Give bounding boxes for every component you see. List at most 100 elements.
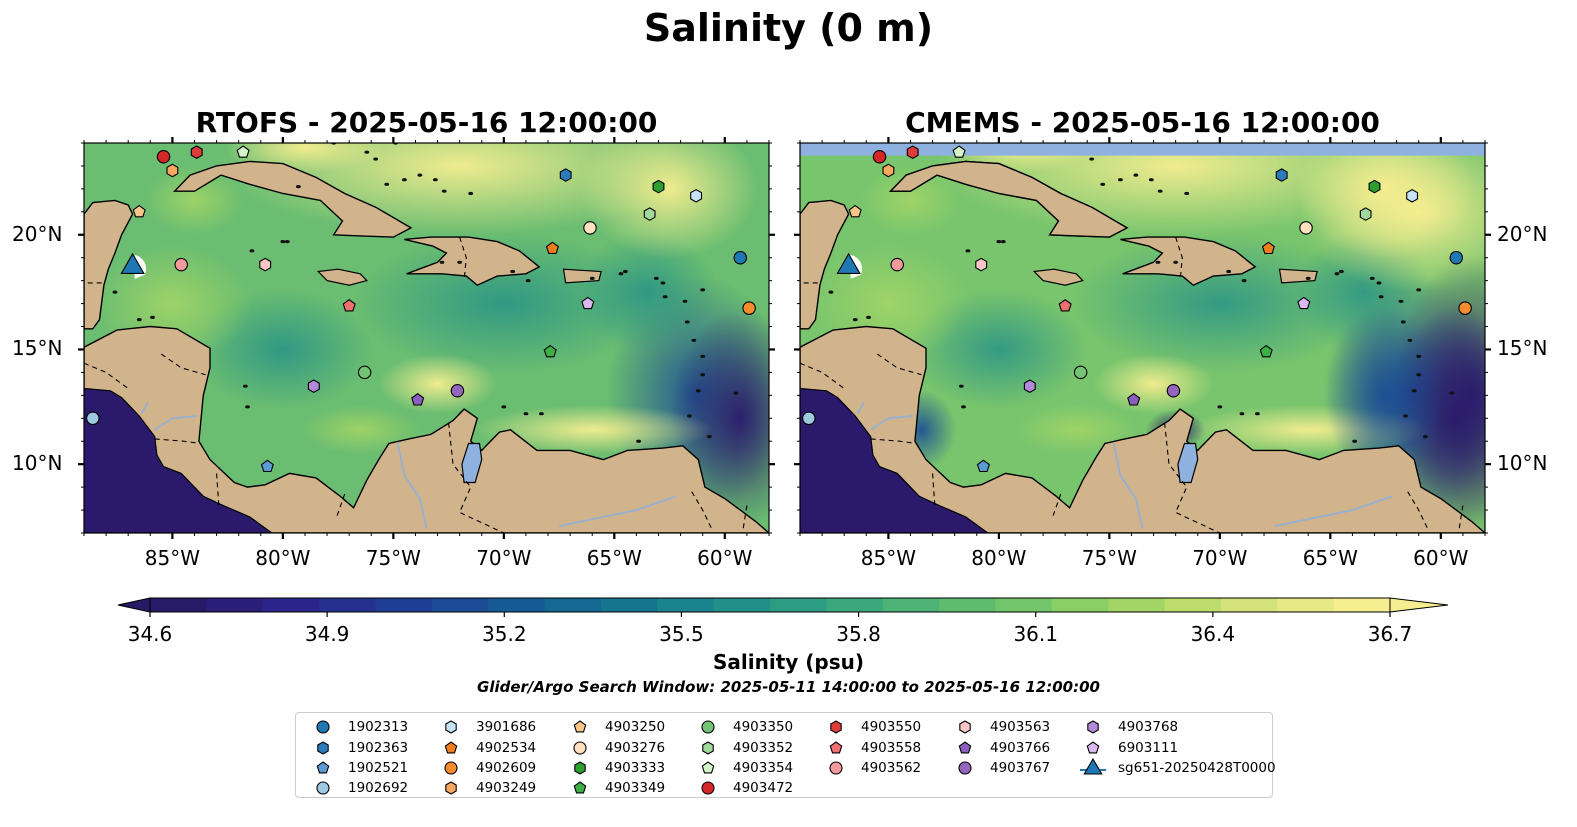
- legend-marker-icon: [445, 720, 457, 734]
- colorbar-tick-label: 35.5: [659, 622, 704, 646]
- float-marker: [342, 299, 356, 312]
- colorbar-segment: [1333, 598, 1391, 612]
- legend-marker-icon: [701, 781, 715, 795]
- float-marker: [975, 257, 988, 272]
- legend-float-icon: [829, 761, 843, 775]
- legend-marker-icon: [830, 720, 842, 734]
- legend-label: 1902692: [348, 780, 409, 796]
- legend-float-icon: [701, 781, 715, 795]
- float-marker: [690, 188, 703, 203]
- legend-marker-icon: [317, 741, 329, 755]
- float-marker: [1458, 301, 1472, 315]
- legend-item: 1902521: [308, 758, 408, 778]
- float-marker: [882, 163, 895, 178]
- float-marker: [450, 384, 465, 398]
- float-marker: [733, 250, 748, 265]
- float-marker: [906, 145, 919, 160]
- float-marker: [174, 257, 188, 272]
- legend-marker-icon: [316, 781, 330, 795]
- legend-item: 4903472: [693, 778, 793, 798]
- legend-item: 4903350: [693, 717, 793, 737]
- float-marker: [1023, 379, 1036, 394]
- legend-label: 4903768: [1118, 719, 1179, 735]
- float-marker: [581, 296, 595, 310]
- legend-marker-icon: [829, 741, 843, 754]
- legend-item: 4903249: [436, 778, 536, 798]
- legend-item: 1902313: [308, 717, 408, 737]
- colorbar-extend-high: [1389, 597, 1449, 613]
- legend-item: 4903550: [821, 717, 921, 737]
- legend-float-icon: [702, 741, 714, 755]
- lat-tick-label: 20°N: [1497, 221, 1548, 246]
- colorbar-segment: [882, 598, 940, 612]
- figure-title: Salinity (0 m): [643, 6, 934, 50]
- float-marker: [545, 241, 559, 255]
- legend-marker-icon: [959, 720, 971, 734]
- legend-label: 4903766: [990, 740, 1051, 756]
- legend-float-icon: [573, 720, 587, 733]
- legend-glider-icon: [1083, 758, 1103, 775]
- legend-item: 4903768: [1078, 717, 1178, 737]
- float-marker: [166, 163, 179, 178]
- legend-label: 4903249: [476, 780, 537, 796]
- legend-float-icon: [573, 741, 587, 755]
- legend-item: 4903767: [950, 758, 1050, 778]
- float-marker: [1127, 393, 1141, 406]
- colorbar-extend-low: [117, 597, 151, 613]
- float-marker: [132, 204, 146, 218]
- lon-tick-label: 85°W: [144, 546, 200, 570]
- legend-marker-icon: [444, 761, 458, 775]
- legend-float-icon: [316, 720, 330, 734]
- legend-label: 4903350: [733, 719, 794, 735]
- lat-tick-label: 10°N: [12, 451, 63, 476]
- colorbar: [117, 597, 1449, 617]
- legend-float-icon: [830, 720, 842, 734]
- lat-tick-label: 10°N: [1497, 451, 1548, 476]
- legend-label: 3901686: [476, 719, 537, 735]
- colorbar-segment: [1220, 598, 1278, 612]
- float-marker: [742, 301, 756, 315]
- lat-tick-label: 20°N: [12, 221, 63, 246]
- lon-tick-label: 80°W: [971, 546, 1027, 570]
- lat-tick-label: 15°N: [12, 336, 63, 361]
- legend-item: 4903352: [693, 738, 793, 758]
- legend-label: 4902609: [476, 760, 537, 776]
- colorbar-segment: [713, 598, 771, 612]
- legend-label: 4903276: [605, 740, 666, 756]
- legend-float-icon: [444, 761, 458, 775]
- legend-marker-icon: [958, 761, 972, 775]
- colorbar-segment: [770, 598, 827, 612]
- float-marker: [1299, 221, 1313, 235]
- colorbar-segment: [206, 598, 264, 612]
- legend-float-icon: [959, 720, 971, 734]
- float-marker: [952, 145, 966, 158]
- legend-float-icon: [1087, 720, 1099, 734]
- lon-tick-label: 70°W: [1192, 546, 1248, 570]
- float-marker: [643, 207, 656, 221]
- float-marker: [307, 379, 320, 394]
- float-marker: [1073, 365, 1088, 380]
- legend-label: 4902534: [476, 740, 537, 756]
- legend-item: 4903562: [821, 758, 921, 778]
- glider-marker: [120, 252, 145, 274]
- map-frame: [799, 142, 1486, 534]
- colorbar-tick-label: 36.4: [1190, 622, 1236, 646]
- float-marker: [357, 365, 372, 380]
- float-marker: [411, 393, 425, 406]
- legend-marker-icon: [701, 761, 715, 774]
- legend-item: 6903111: [1078, 738, 1178, 758]
- legend-float-icon: [701, 761, 715, 774]
- lon-tick-label: 85°W: [860, 546, 916, 570]
- colorbar-tick-label: 35.8: [836, 622, 881, 646]
- legend-label: 4903472: [733, 780, 794, 796]
- float-marker: [260, 459, 274, 473]
- lon-tick-label: 75°W: [365, 546, 421, 570]
- legend-marker-icon: [444, 741, 458, 754]
- colorbar-tick-label: 34.6: [127, 622, 173, 646]
- legend-label: 4903354: [733, 760, 794, 776]
- legend-marker-icon: [573, 781, 587, 794]
- colorbar-segment: [657, 598, 715, 612]
- float-marker: [802, 411, 816, 426]
- lon-tick-label: 70°W: [476, 546, 532, 570]
- float-marker: [559, 168, 572, 182]
